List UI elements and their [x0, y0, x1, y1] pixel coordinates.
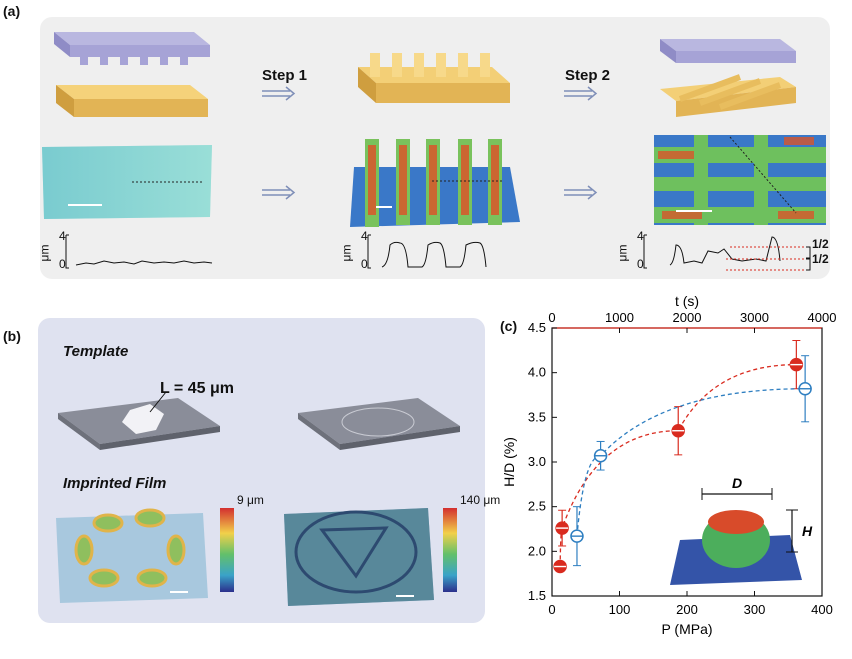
hd-chart: 1.52.02.53.03.54.04.50 100 200 300 4000 1000 2…: [501, 293, 837, 637]
x-tick-label: 100: [609, 602, 631, 617]
stamp-over-film-3d: [660, 39, 796, 117]
panel-c-label: (c): [500, 318, 518, 334]
profile-plots: [65, 234, 781, 269]
half-guides: [726, 246, 810, 271]
panel-b-label: (b): [3, 328, 21, 344]
panel-b-illustrations: [56, 391, 460, 606]
x-axis-label: P (MPa): [661, 621, 712, 637]
afm-grid: [654, 135, 826, 225]
y-tick-label: 4.5: [528, 320, 546, 335]
imprinted-heading: Imprinted Film: [63, 475, 167, 492]
x2-tick-label: 4000: [808, 310, 837, 325]
patterned-film-3d: [358, 53, 510, 103]
template-plate-1: [58, 391, 220, 450]
profile1-unit: μm: [37, 244, 52, 262]
colorbar-2-max: 140 μm: [460, 493, 501, 507]
afm-flat: [42, 145, 212, 219]
x-tick-label: 400: [811, 602, 833, 617]
length-label: L = 45 μm: [160, 380, 234, 397]
inset-dome-top: [708, 510, 764, 534]
x-tick-label: 0: [548, 602, 555, 617]
imprinted-film-1: [56, 508, 208, 603]
arrows: [262, 86, 598, 200]
profile1-tick-bottom: 0: [59, 257, 66, 271]
y-axis-label: H/D (%): [501, 437, 517, 487]
profile2-tick-bottom: 0: [361, 257, 368, 271]
x2-tick-label: 0: [548, 310, 555, 325]
y-tick-label: 3.0: [528, 454, 546, 469]
template-heading: Template: [63, 343, 129, 360]
profile1-tick-top: 4: [59, 229, 66, 243]
step-1-label: Step 1: [262, 67, 308, 84]
step-2-label: Step 2: [565, 67, 611, 84]
x2-tick-label: 2000: [673, 310, 702, 325]
template-plate-2: [298, 398, 460, 450]
y-tick-label: 1.5: [528, 588, 546, 603]
half-bottom-label: 1/2: [812, 252, 829, 266]
y-tick-label: 2.5: [528, 499, 546, 514]
x-tick-label: 200: [676, 602, 698, 617]
panel-a-illustrations: [42, 32, 826, 271]
y-tick-label: 3.5: [528, 409, 546, 424]
x2-axis-label: t (s): [675, 293, 699, 309]
x2-tick-label: 1000: [605, 310, 634, 325]
profile3-tick-bottom: 0: [637, 257, 644, 271]
inset-D-label: D: [732, 475, 742, 491]
imprinted-film-2: [284, 508, 434, 606]
y-tick-label: 4.0: [528, 365, 546, 380]
x-tick-label: 300: [744, 602, 766, 617]
x2-tick-label: 3000: [740, 310, 769, 325]
profile3-tick-top: 4: [637, 229, 644, 243]
fit-curve: [576, 388, 806, 537]
colorbar-1-max: 9 μm: [237, 493, 264, 507]
film-3d: [56, 85, 208, 117]
profile2-unit: μm: [339, 244, 354, 262]
colorbar-1: [220, 508, 457, 592]
half-top-label: 1/2: [812, 237, 829, 251]
y-tick-label: 2.0: [528, 543, 546, 558]
panel-a-label: (a): [3, 3, 21, 19]
profile2-tick-top: 4: [361, 229, 368, 243]
profile3-unit: μm: [615, 244, 630, 262]
half-brackets: [806, 246, 811, 271]
inset-H-label: H: [802, 523, 813, 539]
afm-stripes: [350, 139, 520, 227]
stamp-3d: [54, 32, 210, 65]
